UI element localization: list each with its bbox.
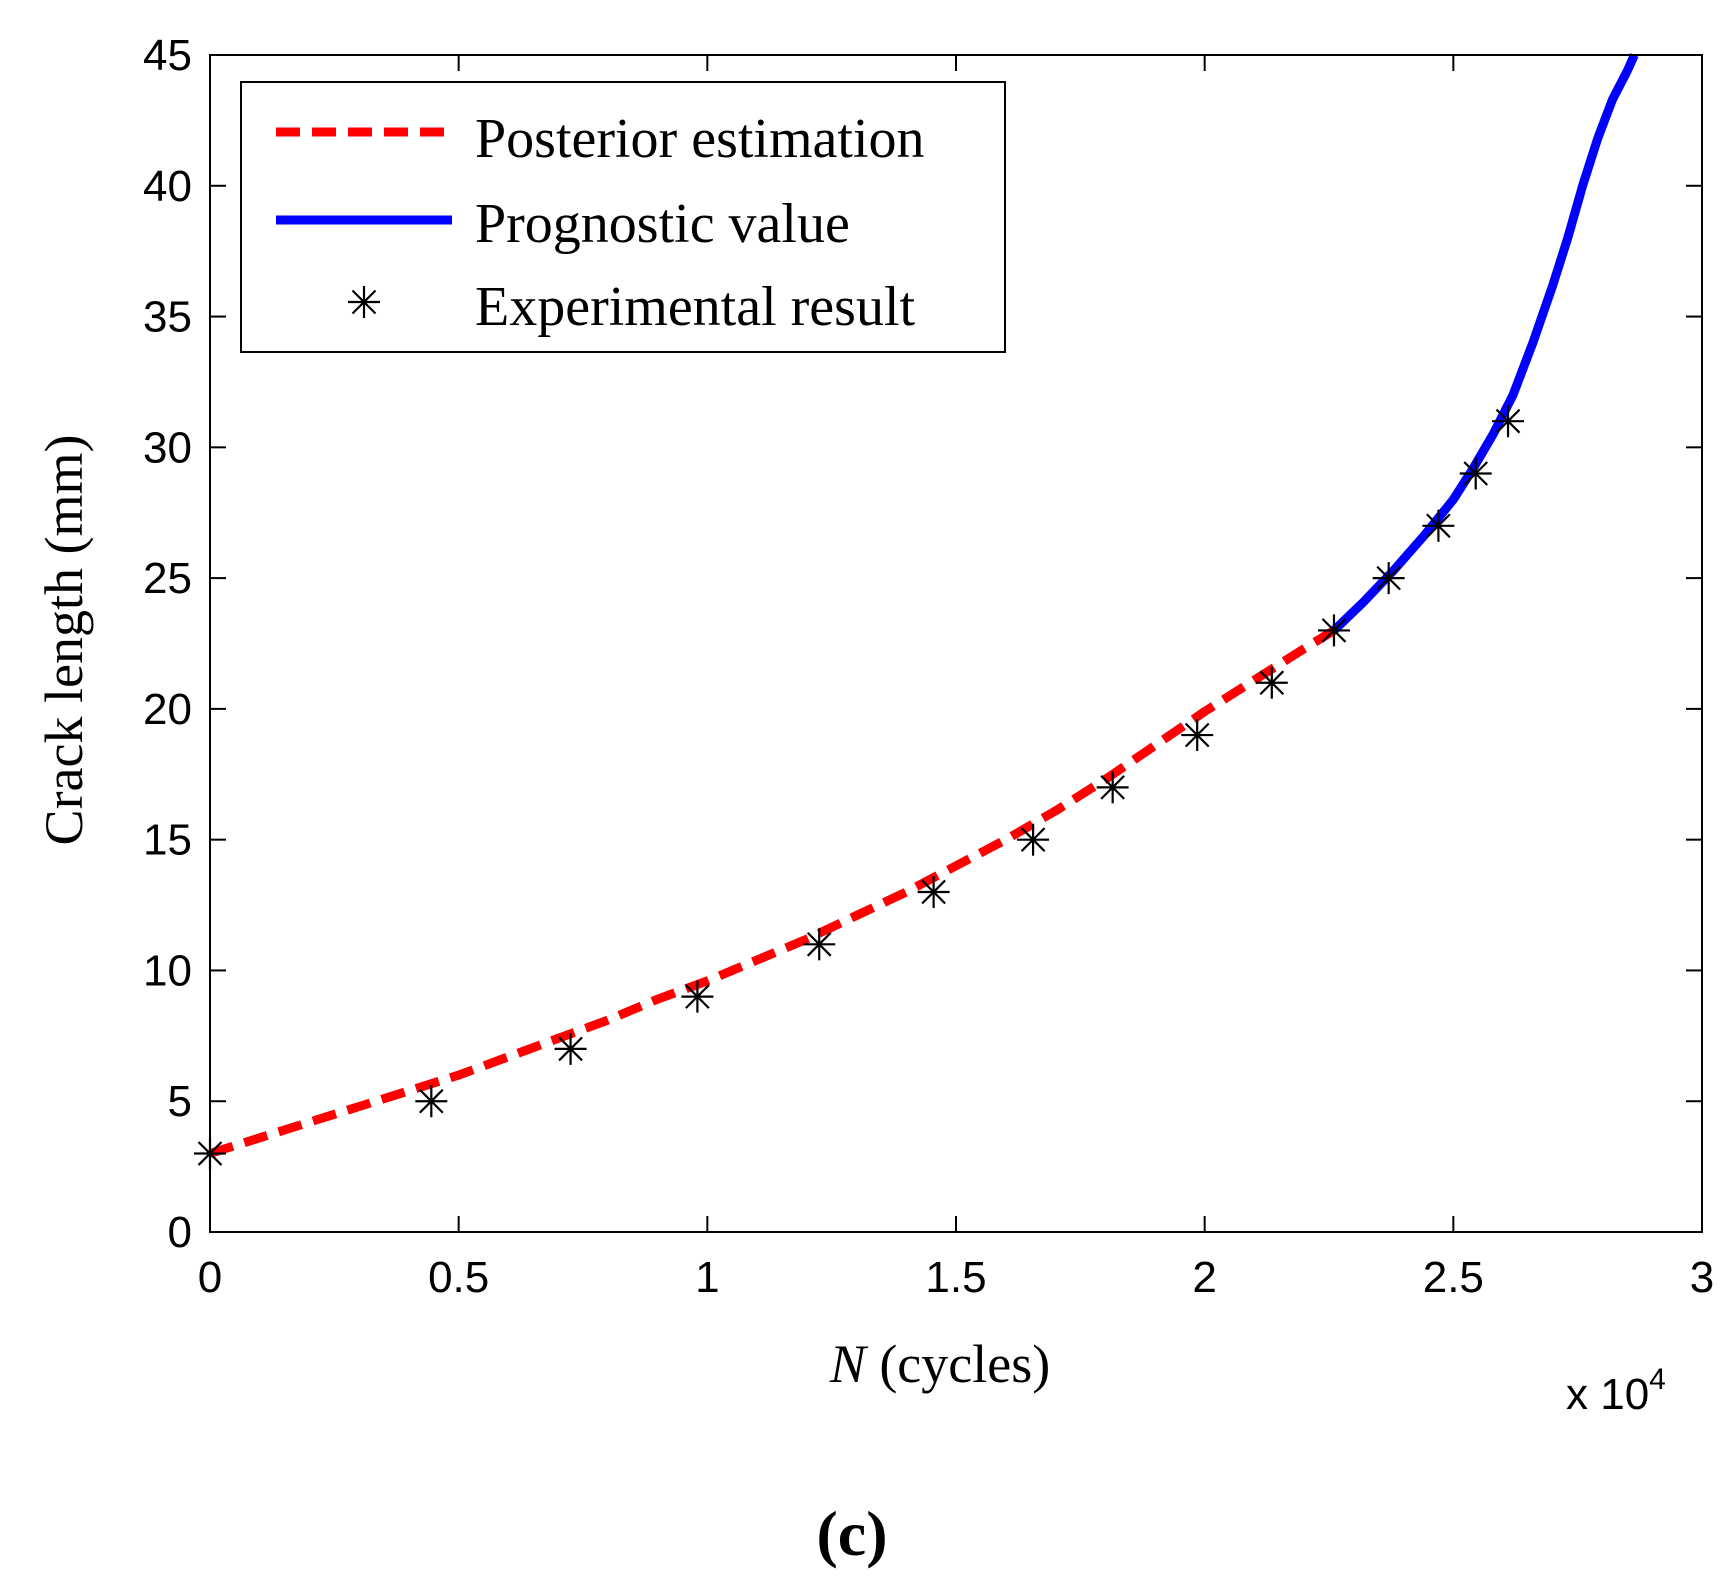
- experimental-point: [917, 875, 950, 908]
- experimental-point: [415, 1085, 448, 1118]
- experimental-point: [1372, 562, 1405, 595]
- legend-label-prognostic: Prognostic value: [475, 193, 850, 255]
- experimental-point: [1492, 405, 1525, 438]
- experimental-point: [1017, 823, 1050, 856]
- prognostic-value-line: [1330, 53, 1639, 634]
- x-axis-label-unit: (cycles): [866, 1334, 1050, 1394]
- y-axis-tick-labels: 0 5 10 15 20 25 30 35 40 45: [143, 31, 192, 1257]
- x-tick-label: 2.5: [1423, 1253, 1484, 1302]
- y-tick-label: 15: [143, 816, 192, 865]
- plot-content: [194, 53, 1639, 1170]
- x-axis-multiplier-exponent: 4: [1649, 1363, 1666, 1396]
- x-tick-label: 1.5: [925, 1253, 986, 1302]
- x-tick-label: 0: [198, 1253, 222, 1302]
- y-tick-label: 25: [143, 554, 192, 603]
- x-axis-tick-labels: 0 0.5 1 1.5 2 2.5 3: [198, 1253, 1714, 1302]
- legend-swatch-experimental: [348, 286, 380, 318]
- x-axis-label: N (cycles): [829, 1334, 1050, 1394]
- experimental-point: [1181, 719, 1214, 752]
- experimental-point: [803, 928, 836, 961]
- y-tick-label: 35: [143, 293, 192, 342]
- panel-label: (c): [816, 1498, 887, 1569]
- x-tick-label: 1: [695, 1253, 719, 1302]
- x-tick-label: 2: [1192, 1253, 1216, 1302]
- x-tick-label: 3: [1690, 1253, 1714, 1302]
- y-tick-label: 10: [143, 946, 192, 995]
- experimental-point: [554, 1032, 587, 1065]
- x-axis-multiplier: x 104: [1566, 1363, 1666, 1419]
- legend-label-posterior: Posterior estimation: [475, 108, 925, 170]
- experimental-point: [1317, 614, 1350, 647]
- experimental-point: [1422, 509, 1455, 542]
- posterior-estimation-line: [208, 626, 1337, 1158]
- legend: Posterior estimation Prognostic value Ex…: [240, 81, 1006, 353]
- y-tick-label: 0: [168, 1208, 192, 1257]
- y-tick-label: 45: [143, 31, 192, 80]
- y-tick-label: 20: [143, 685, 192, 734]
- y-tick-label: 30: [143, 423, 192, 472]
- x-axis-multiplier-base: x 10: [1566, 1370, 1649, 1419]
- legend-asterisk-icon: [348, 286, 380, 318]
- legend-label-experimental: Experimental result: [475, 276, 916, 338]
- y-axis-label: Crack length (mm): [34, 435, 94, 846]
- y-tick-label: 40: [143, 162, 192, 211]
- axis-ticks: [209, 54, 1703, 1233]
- experimental-point: [681, 980, 714, 1013]
- y-tick-label: 5: [168, 1077, 192, 1126]
- x-axis-label-variable: N: [829, 1334, 869, 1394]
- experimental-point: [1255, 666, 1288, 699]
- x-tick-label: 0.5: [428, 1253, 489, 1302]
- experimental-point: [1459, 457, 1492, 490]
- experimental-point: [1096, 771, 1129, 804]
